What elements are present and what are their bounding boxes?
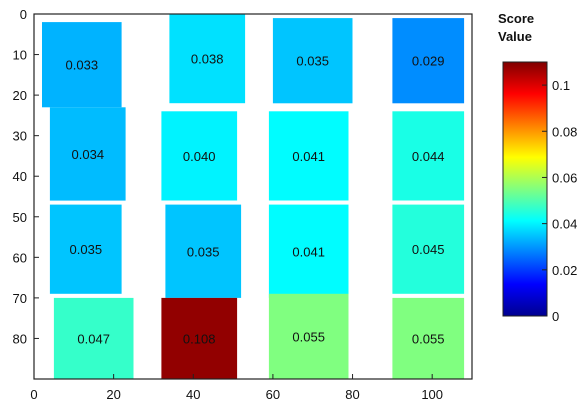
x-axis: 0 20 40 60 80 100 [30, 374, 443, 402]
heatmap-cell [268, 204, 349, 298]
colorbar-title-line2: Value [498, 29, 532, 44]
heatmap-cell [392, 18, 465, 104]
heatmap-cell [165, 204, 242, 298]
heatmap-cell [392, 204, 465, 294]
cell-value-label: 0.035 [187, 244, 220, 259]
cell-value-label: 0.055 [412, 331, 445, 346]
y-tick-label: 70 [13, 291, 27, 306]
colorbar-tick-label: 0 [552, 309, 559, 324]
y-tick-label: 80 [13, 331, 27, 346]
heatmap-cell [272, 18, 353, 104]
colorbar-title-line1: Score [498, 11, 534, 26]
cell-value-label: 0.033 [66, 58, 99, 73]
cells-layer: 0.033 0.038 0.035 0.029 0.034 0.040 0.041 0.044… [42, 14, 465, 379]
heatmap-cell [49, 204, 122, 294]
cell-value-label: 0.055 [292, 329, 325, 344]
heatmap-cell [161, 111, 238, 201]
x-tick-label: 60 [266, 387, 280, 402]
x-tick-label: 0 [30, 387, 37, 402]
colorbar-tick-label: 0.1 [552, 78, 570, 93]
cell-value-label: 0.045 [412, 242, 445, 257]
colorbar-tick-label: 0.06 [552, 170, 577, 185]
colorbar-gradient [502, 61, 548, 317]
cell-value-label: 0.047 [77, 331, 110, 346]
colorbar-tick-label: 0.02 [552, 263, 577, 278]
heatmap-cell [268, 111, 349, 201]
y-axis: 0 10 20 30 40 50 60 70 80 [13, 7, 39, 346]
cell-value-label: 0.029 [412, 54, 445, 69]
y-tick-label: 20 [13, 88, 27, 103]
colorbar: Score Value 0 0.02 0.04 0.06 0.08 0.1 [498, 11, 577, 324]
cell-value-label: 0.108 [183, 331, 216, 346]
cell-value-label: 0.041 [292, 244, 325, 259]
colorbar-tick-label: 0.04 [552, 217, 577, 232]
cell-value-label: 0.034 [72, 147, 105, 162]
y-tick-label: 50 [13, 210, 27, 225]
cell-value-label: 0.040 [183, 149, 216, 164]
x-tick-label: 100 [421, 387, 443, 402]
heatmap-cell [392, 297, 465, 379]
x-tick-label: 20 [106, 387, 120, 402]
heatmap-cell [268, 293, 349, 379]
colorbar-tick-label: 0.08 [552, 124, 577, 139]
x-tick-label: 80 [345, 387, 359, 402]
heatmap-cell [392, 111, 465, 201]
x-tick-label: 40 [186, 387, 200, 402]
heatmap-cell [42, 22, 122, 108]
y-tick-label: 30 [13, 129, 27, 144]
cell-value-label: 0.035 [296, 54, 329, 69]
heatmap-cell [169, 14, 246, 104]
cell-value-label: 0.038 [191, 52, 224, 67]
heatmap-cell [161, 297, 238, 379]
y-tick-label: 60 [13, 250, 27, 265]
heatmap-cell [49, 107, 126, 201]
y-tick-label: 40 [13, 169, 27, 184]
plot-frame [33, 13, 473, 380]
y-tick-label: 0 [20, 7, 27, 22]
cell-value-label: 0.041 [292, 149, 325, 164]
colorbar-ticks: 0 0.02 0.04 0.06 0.08 0.1 [542, 78, 577, 324]
cell-value-label: 0.035 [70, 242, 103, 257]
y-tick-label: 10 [13, 48, 27, 63]
cell-value-label: 0.044 [412, 149, 445, 164]
heatmap-cell [53, 297, 134, 379]
